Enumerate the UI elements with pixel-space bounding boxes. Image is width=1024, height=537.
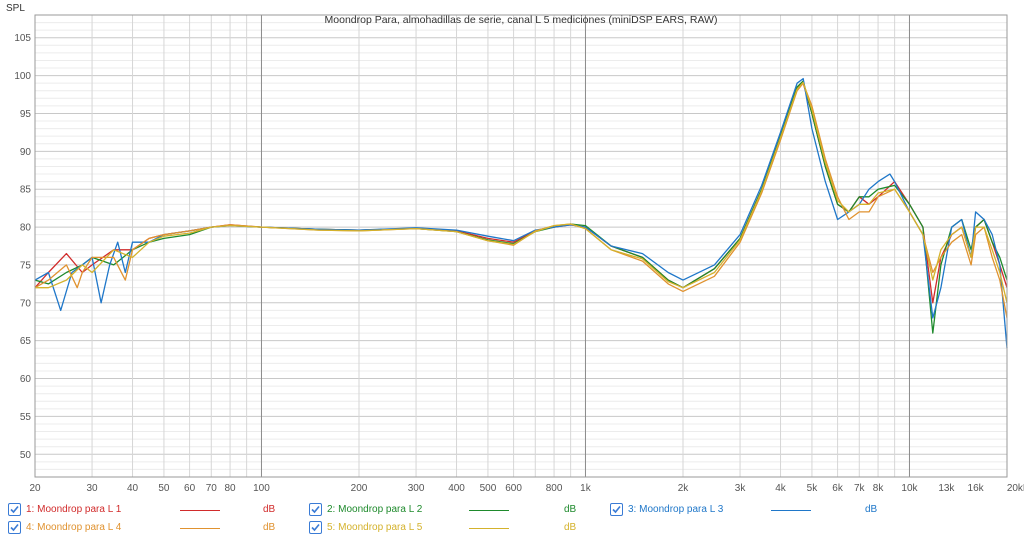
legend-swatch — [771, 510, 811, 511]
legend-swatch — [469, 528, 509, 529]
x-tick-label: 400 — [448, 483, 465, 494]
y-tick-label: 60 — [20, 374, 32, 385]
x-tick-label: 13k — [938, 483, 955, 494]
y-tick-label: 55 — [20, 412, 32, 423]
legend-label: 5: Moondrop para L 5 — [327, 522, 423, 533]
y-tick-label: 85 — [20, 185, 32, 196]
x-tick-label: 200 — [351, 483, 368, 494]
y-axis-label: SPL — [6, 3, 25, 14]
legend-item-2: 2: Moondrop para L 2 dB — [309, 502, 586, 518]
chart-grid — [34, 14, 1008, 478]
y-tick-label: 90 — [20, 147, 32, 158]
legend-item-4: 4: Moondrop para L 4 dB — [8, 520, 285, 536]
x-tick-label: 8k — [873, 483, 885, 494]
x-tick-label: 80 — [225, 483, 237, 494]
x-tick-label: 10k — [901, 483, 918, 494]
legend-unit: dB — [564, 522, 577, 533]
x-tick-label: 5k — [807, 483, 819, 494]
legend-checkbox[interactable] — [309, 503, 322, 516]
x-tick-label: 2k — [678, 483, 690, 494]
x-tick-label: 4k — [775, 483, 787, 494]
series-lines — [34, 77, 1008, 349]
y-tick-label: 95 — [20, 109, 32, 120]
legend-item-3: 3: Moondrop para L 3 dB — [610, 502, 887, 518]
legend-checkbox[interactable] — [8, 521, 21, 534]
legend-label: 4: Moondrop para L 4 — [26, 522, 122, 533]
legend-label: 3: Moondrop para L 3 — [628, 504, 724, 515]
x-tick-label: 50 — [158, 483, 170, 494]
y-axis-ticks: 50 55 60 65 70 75 80 85 90 95 100 105 — [14, 33, 31, 461]
check-icon — [612, 505, 621, 514]
legend-label: 1: Moondrop para L 1 — [26, 504, 122, 515]
series-line-5 — [35, 81, 1008, 303]
x-tick-label: 600 — [505, 483, 522, 494]
y-tick-label: 80 — [20, 223, 32, 234]
legend-item-1: 1: Moondrop para L 1 dB — [8, 502, 285, 518]
y-tick-label: 65 — [20, 336, 32, 347]
legend-swatch — [180, 528, 220, 529]
x-tick-label: 16k — [968, 483, 985, 494]
x-tick-label: 60 — [184, 483, 196, 494]
series-line-3 — [34, 77, 1008, 349]
legend-checkbox[interactable] — [8, 503, 21, 516]
check-icon — [311, 505, 320, 514]
x-tick-label: 70 — [206, 483, 218, 494]
y-tick-label: 70 — [20, 298, 32, 309]
x-tick-label: 6k — [832, 483, 844, 494]
legend-label: 2: Moondrop para L 2 — [327, 504, 423, 515]
chart-title: Moondrop Para, almohadillas de serie, ca… — [325, 14, 718, 26]
y-tick-label: 75 — [20, 260, 32, 271]
y-tick-label: 105 — [14, 33, 31, 44]
x-tick-label: 7k — [854, 483, 866, 494]
check-icon — [311, 523, 320, 532]
check-icon — [10, 523, 19, 532]
x-tick-label: 500 — [480, 483, 497, 494]
legend-checkbox[interactable] — [610, 503, 623, 516]
legend-unit: dB — [865, 504, 878, 515]
y-tick-label: 100 — [14, 71, 31, 82]
x-tick-label: 1k — [580, 483, 592, 494]
x-axis-ticks: 20 30 40 50 60 70 80 100 200 300 400 500 600 800 1k 2k 3… — [29, 483, 1024, 494]
x-tick-label: 800 — [546, 483, 563, 494]
plot-border — [34, 14, 1008, 478]
series-line-4 — [34, 82, 1008, 319]
y-tick-label: 50 — [20, 450, 32, 461]
legend-unit: dB — [564, 504, 577, 515]
x-tick-label: 3k — [735, 483, 747, 494]
x-tick-label: 40 — [127, 483, 139, 494]
legend-unit: dB — [263, 504, 276, 515]
check-icon — [10, 505, 19, 514]
legend-checkbox[interactable] — [309, 521, 322, 534]
legend-item-5: 5: Moondrop para L 5 dB — [309, 520, 586, 536]
legend-swatch — [469, 510, 509, 511]
x-tick-label: 30 — [86, 483, 98, 494]
x-tick-label: 20kHz — [1007, 483, 1024, 494]
legend-unit: dB — [263, 522, 276, 533]
legend-swatch — [180, 510, 220, 511]
x-tick-label: 20 — [29, 483, 41, 494]
x-tick-label: 300 — [408, 483, 425, 494]
x-tick-label: 100 — [253, 483, 270, 494]
